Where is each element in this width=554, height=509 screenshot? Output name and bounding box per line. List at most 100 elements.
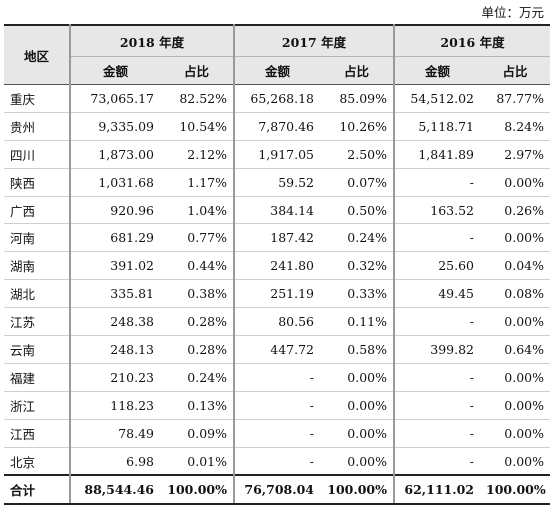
share-cell: 0.26% (504, 202, 544, 218)
region-cell: 北京 (4, 447, 71, 476)
table-row: 河南 681.29 0.77% 187.42 0.24% - 0.00% (4, 223, 550, 252)
amount-cell: - (469, 174, 474, 190)
unit-label: 单位：万元 (481, 5, 544, 20)
header-region: 地区 (4, 25, 71, 85)
share-cell: 10.54% (160, 112, 235, 141)
share-cell: 0.00% (320, 419, 395, 448)
amount-cell: - (309, 397, 314, 413)
share-cell: 100.00% (480, 474, 550, 506)
amount-cell: 76,708.04 (234, 474, 320, 506)
share-cell: 0.64% (504, 341, 544, 357)
amount-cell: 62,111.02 (394, 474, 480, 506)
share-cell: 0.00% (504, 230, 544, 246)
table-row: 四川 1,873.00 2.12% 1,917.05 2.50% 1,841.89 2.97… (4, 140, 550, 169)
table-row: 湖南 391.02 0.44% 241.80 0.32% 25.60 0.04% (4, 251, 550, 280)
amount-cell: 335.81 (110, 286, 154, 302)
share-cell: 0.77% (160, 223, 235, 252)
share-cell: 0.24% (160, 363, 235, 392)
amount-cell: 49.45 (438, 286, 474, 302)
amount-cell: 65,268.18 (250, 90, 314, 106)
amount-cell: - (469, 230, 474, 246)
region-cell: 江西 (4, 419, 71, 448)
header-year-row: 地区 2018 年度 2017 年度 2016 年度 (4, 25, 550, 85)
share-cell: 0.28% (160, 335, 235, 364)
region-cell: 浙江 (4, 391, 71, 420)
share-cell: 0.00% (504, 369, 544, 385)
amount-cell: 78.49 (118, 425, 154, 441)
amount-cell: - (469, 397, 474, 413)
total-row: 合计 88,544.46 100.00% 76,708.04 100.00% 62,111… (4, 474, 550, 506)
share-cell: 100.00% (320, 474, 395, 506)
share-cell: 0.09% (160, 419, 235, 448)
header-year-2016: 2016 年度 (394, 25, 550, 57)
amount-cell: 1,873.00 (98, 146, 154, 162)
amount-cell: - (469, 369, 474, 385)
share-cell: 0.00% (504, 397, 544, 413)
amount-cell: 187.42 (270, 230, 314, 246)
amount-cell: - (469, 453, 474, 469)
region-cell: 广西 (4, 196, 71, 224)
amount-cell: 251.19 (270, 286, 314, 302)
amount-cell: 73,065.17 (90, 90, 154, 106)
share-cell: 0.00% (504, 453, 544, 469)
amount-cell: - (309, 425, 314, 441)
share-cell: 0.04% (504, 258, 544, 274)
table-row: 福建 210.23 0.24% -0.00% -0.00% (4, 363, 550, 392)
region-cell: 重庆 (4, 84, 71, 113)
share-cell: 0.28% (160, 307, 235, 336)
amount-cell: 391.02 (110, 258, 154, 274)
amount-cell: 1,841.89 (418, 146, 474, 162)
share-cell: 100.00% (160, 474, 235, 506)
share-cell: 0.24% (320, 223, 395, 252)
table-row: 广西 920.96 1.04% 384.14 0.50% 163.52 0.26% (4, 196, 550, 224)
region-cell: 四川 (4, 140, 71, 169)
amount-cell: 25.60 (438, 258, 474, 274)
share-cell: 0.44% (160, 251, 235, 280)
share-cell: 0.58% (320, 335, 395, 364)
share-cell: 0.50% (320, 196, 395, 224)
amount-cell: 1,031.68 (98, 174, 154, 190)
share-cell: 0.13% (160, 391, 235, 420)
amount-cell: - (309, 369, 314, 385)
amount-cell: 6.98 (126, 453, 154, 469)
header-metric-row: 金额 占比 金额 占比 金额 占比 (4, 56, 550, 85)
amount-cell: 88,544.46 (70, 474, 160, 506)
share-cell: 0.08% (504, 286, 544, 302)
region-revenue-table: 地区 2018 年度 2017 年度 2016 年度 金额 占比 金额 占比 金… (4, 24, 550, 506)
share-cell: 8.24% (504, 118, 544, 134)
header-year-2017: 2017 年度 (234, 25, 395, 57)
amount-cell: - (309, 453, 314, 469)
share-cell: 87.77% (496, 90, 544, 106)
header-amount: 金额 (70, 56, 160, 85)
region-cell: 湖南 (4, 251, 71, 280)
amount-cell: 7,870.46 (258, 118, 314, 134)
region-cell: 湖北 (4, 279, 71, 308)
share-cell: 0.01% (160, 447, 235, 476)
amount-cell: 9,335.09 (98, 118, 154, 134)
table-row: 北京 6.98 0.01% -0.00% -0.00% (4, 447, 550, 476)
region-cell: 贵州 (4, 112, 71, 141)
region-cell: 云南 (4, 335, 71, 364)
table-row: 湖北 335.81 0.38% 251.19 0.33% 49.45 0.08% (4, 279, 550, 308)
share-cell: 0.11% (320, 307, 395, 336)
share-cell: 0.00% (320, 363, 395, 392)
region-cell: 江苏 (4, 307, 71, 336)
header-share: 占比 (160, 56, 235, 85)
header-share: 占比 (480, 56, 550, 85)
amount-cell: 54,512.02 (410, 90, 474, 106)
amount-cell: 384.14 (270, 202, 314, 218)
table-row: 贵州 9,335.09 10.54% 7,870.46 10.26% 5,118.71 8.… (4, 112, 550, 141)
share-cell: 1.04% (160, 196, 235, 224)
table-row: 重庆 73,065.17 82.52% 65,268.18 85.09% 54,512.0… (4, 84, 550, 113)
amount-cell: 248.38 (110, 314, 154, 330)
share-cell: 0.38% (160, 279, 235, 308)
table-row: 云南 248.13 0.28% 447.72 0.58% 399.82 0.64% (4, 335, 550, 364)
amount-cell: 80.56 (278, 314, 314, 330)
share-cell: 1.17% (160, 168, 235, 197)
share-cell: 0.00% (504, 174, 544, 190)
table-row: 江西 78.49 0.09% -0.00% -0.00% (4, 419, 550, 448)
amount-cell: 399.82 (430, 341, 474, 357)
region-cell: 陕西 (4, 168, 71, 197)
header-amount: 金额 (394, 56, 480, 85)
